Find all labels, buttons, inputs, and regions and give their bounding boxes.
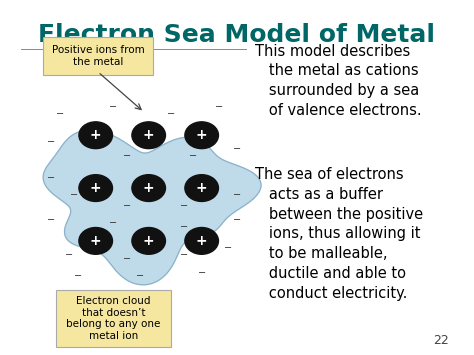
Text: −: − [215, 102, 223, 112]
Text: −: − [180, 250, 188, 260]
Circle shape [79, 228, 112, 254]
Text: −: − [109, 218, 118, 228]
Circle shape [79, 122, 112, 149]
Text: +: + [196, 128, 208, 142]
Text: −: − [180, 201, 188, 211]
Text: −: − [47, 137, 55, 147]
Text: This model describes
   the metal as cations
   surrounded by a sea
   of valenc: This model describes the metal as cation… [255, 44, 421, 118]
Text: −: − [109, 102, 118, 112]
Text: −: − [224, 243, 232, 253]
FancyBboxPatch shape [43, 37, 153, 75]
Text: −: − [136, 271, 144, 281]
Text: 22: 22 [433, 334, 449, 346]
Text: +: + [90, 128, 101, 142]
Text: +: + [143, 128, 155, 142]
Text: −: − [123, 151, 131, 162]
Text: −: − [74, 271, 82, 281]
Text: −: − [123, 253, 131, 263]
Text: −: − [167, 109, 175, 119]
Text: Electron cloud
that doesn’t
belong to any one
metal ion: Electron cloud that doesn’t belong to an… [66, 296, 161, 341]
Text: −: − [65, 250, 73, 260]
Text: +: + [196, 181, 208, 195]
Text: +: + [90, 234, 101, 248]
Text: +: + [196, 234, 208, 248]
Text: −: − [198, 268, 206, 278]
Circle shape [132, 175, 165, 201]
Text: +: + [90, 181, 101, 195]
Text: +: + [143, 181, 155, 195]
Text: −: − [189, 151, 197, 162]
Text: −: − [70, 190, 78, 200]
Circle shape [132, 122, 165, 149]
Text: −: − [233, 144, 241, 154]
Circle shape [79, 175, 112, 201]
Text: −: − [233, 190, 241, 200]
Text: The sea of electrons
   acts as a buffer
   between the positive
   ions, thus a: The sea of electrons acts as a buffer be… [255, 167, 423, 301]
Text: −: − [180, 222, 188, 232]
FancyBboxPatch shape [56, 290, 171, 346]
Polygon shape [43, 130, 261, 285]
Circle shape [132, 228, 165, 254]
Text: −: − [123, 201, 131, 211]
Circle shape [185, 122, 219, 149]
Text: −: − [233, 215, 241, 225]
Text: −: − [47, 215, 55, 225]
Circle shape [185, 228, 219, 254]
Text: −: − [47, 173, 55, 182]
Text: −: − [56, 109, 64, 119]
Text: Electron Sea Model of Metal: Electron Sea Model of Metal [38, 22, 436, 47]
Text: Positive ions from
the metal: Positive ions from the metal [52, 45, 144, 67]
Circle shape [185, 175, 219, 201]
Text: +: + [143, 234, 155, 248]
